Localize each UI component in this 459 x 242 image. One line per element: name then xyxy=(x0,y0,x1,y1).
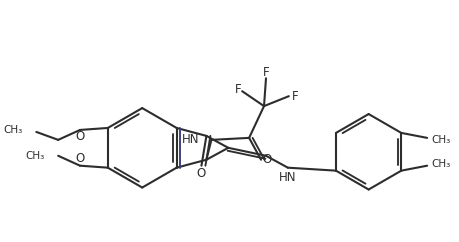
Text: CH₃: CH₃ xyxy=(431,135,450,145)
Text: HN: HN xyxy=(279,171,296,184)
Text: O: O xyxy=(262,153,271,166)
Text: O: O xyxy=(196,167,206,180)
Text: CH₃: CH₃ xyxy=(3,125,22,135)
Text: F: F xyxy=(235,83,241,96)
Text: O: O xyxy=(75,130,84,144)
Text: F: F xyxy=(291,90,297,103)
Text: O: O xyxy=(75,152,84,165)
Text: CH₃: CH₃ xyxy=(25,151,44,161)
Text: CH₃: CH₃ xyxy=(431,159,450,169)
Text: HN: HN xyxy=(182,133,199,146)
Text: F: F xyxy=(262,66,269,79)
